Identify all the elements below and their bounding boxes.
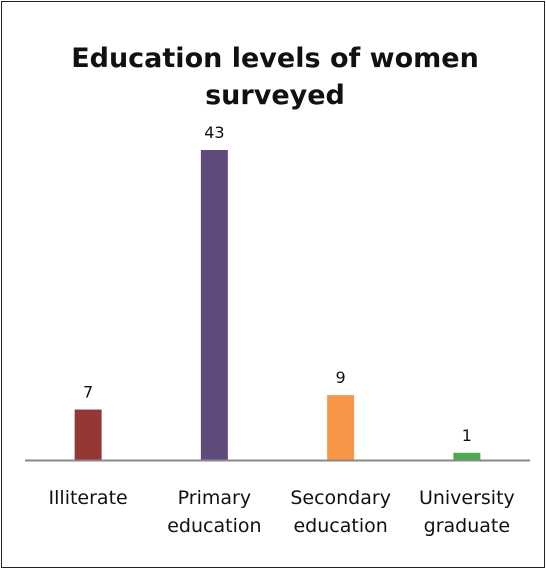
category-label-4-line-2: graduate bbox=[424, 515, 510, 537]
chart-title: Education levels of women surveyed bbox=[71, 43, 479, 111]
data-label-3: 9 bbox=[336, 368, 346, 387]
bar-1 bbox=[74, 409, 102, 460]
category-label-2-line-2: education bbox=[167, 515, 261, 537]
category-label-4-line-1: University bbox=[419, 487, 515, 509]
category-label-1-line-1: Illiterate bbox=[49, 487, 128, 509]
category-label-3-line-1: Secondary bbox=[290, 487, 391, 509]
category-label-2-line-1: Primary bbox=[178, 487, 251, 509]
bar-4 bbox=[453, 452, 481, 460]
category-label-3-line-2: education bbox=[293, 515, 387, 537]
data-label-1: 7 bbox=[83, 383, 93, 402]
bar-3 bbox=[327, 395, 355, 460]
bar-2 bbox=[200, 150, 228, 460]
data-label-2: 43 bbox=[204, 123, 224, 142]
data-label-4: 1 bbox=[462, 426, 472, 445]
